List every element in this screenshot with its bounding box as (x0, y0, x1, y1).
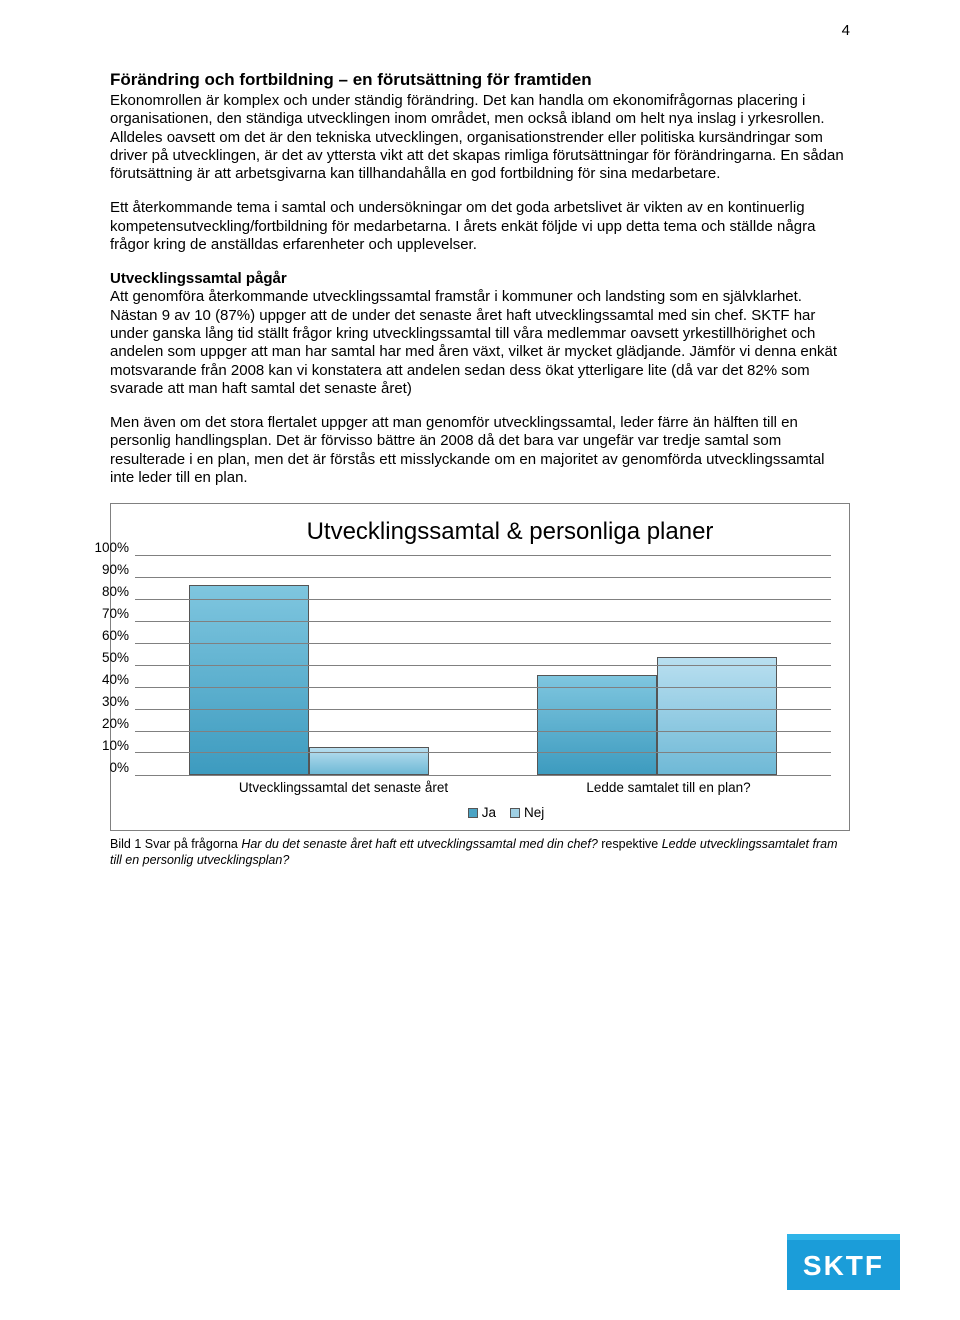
caption-question-1: Har du det senaste året haft ett utveckl… (241, 837, 597, 851)
gridline (135, 621, 831, 622)
paragraph-4: Men även om det stora flertalet uppger a… (110, 414, 850, 487)
legend-item: Ja (468, 805, 496, 820)
x-axis-label: Utvecklingssamtal det senaste året (181, 780, 506, 795)
document-page: 4 Förändring och fortbildning – en förut… (0, 0, 960, 1320)
legend-swatch (468, 808, 478, 818)
paragraph-3: Att genomföra återkommande utvecklingssa… (110, 288, 850, 398)
legend-label: Nej (524, 805, 544, 820)
gridline (135, 752, 831, 753)
caption-mid: respektive (598, 837, 662, 851)
legend-label: Ja (482, 805, 496, 820)
chart-title: Utvecklingssamtal & personliga planer (189, 518, 831, 546)
bar-group (135, 556, 483, 775)
gridline (135, 665, 831, 666)
caption-lead: Bild 1 Svar på frågorna (110, 837, 241, 851)
bar (657, 657, 777, 775)
paragraph-2: Ett återkommande tema i samtal och under… (110, 199, 850, 254)
bar (537, 675, 657, 776)
chart-container: Utvecklingssamtal & personliga planer 10… (110, 503, 850, 831)
bar-group (483, 556, 831, 775)
bar (189, 585, 309, 776)
footer-logo: SKTF (787, 1234, 900, 1290)
page-content: Förändring och fortbildning – en förutsä… (110, 70, 850, 869)
legend-swatch (510, 808, 520, 818)
chart-plot-area (135, 556, 831, 776)
gridline (135, 709, 831, 710)
chart-caption: Bild 1 Svar på frågorna Har du det senas… (110, 837, 850, 868)
gridline (135, 577, 831, 578)
gridline (135, 687, 831, 688)
gridline (135, 555, 831, 556)
chart-legend: Ja Nej (181, 805, 831, 820)
chart-plot-row: 100%90%80%70%60%50%40%30%20%10%0% (129, 556, 831, 776)
bar (309, 747, 429, 775)
page-number: 4 (842, 22, 850, 39)
gridline (135, 599, 831, 600)
chart-x-labels: Utvecklingssamtal det senaste åretLedde … (181, 780, 831, 795)
legend-item: Nej (510, 805, 544, 820)
gridline (135, 731, 831, 732)
section-heading-2: Utvecklingssamtal pågår (110, 270, 850, 287)
chart-bars-layer (135, 556, 831, 775)
gridline (135, 643, 831, 644)
x-axis-label: Ledde samtalet till en plan? (506, 780, 831, 795)
logo-text: SKTF (787, 1234, 900, 1290)
paragraph-1: Ekonomrollen är komplex och under ständi… (110, 92, 850, 183)
section-heading-1: Förändring och fortbildning – en förutsä… (110, 70, 850, 90)
